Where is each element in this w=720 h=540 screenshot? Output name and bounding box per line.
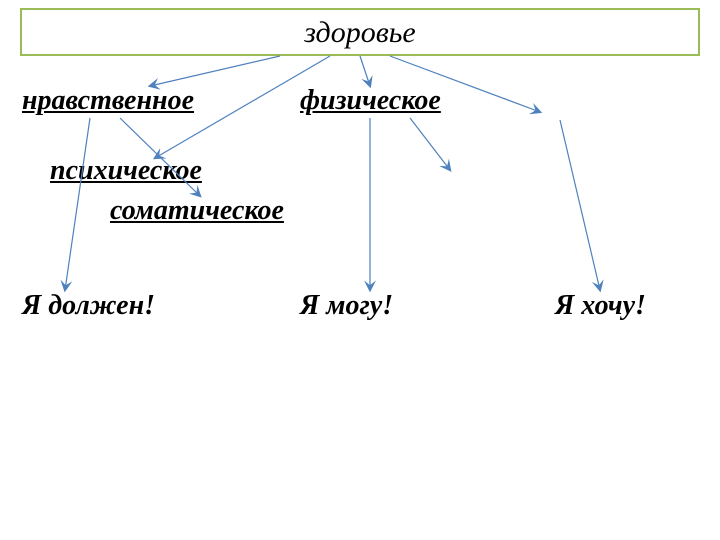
node-physical: физическое [300,85,441,117]
diagram-stage: здоровье нравственное физическое психиче… [0,0,720,540]
title-box: здоровье [20,8,700,56]
node-moral: нравственное [22,85,194,117]
node-psych: психическое [50,155,202,187]
node-must: Я должен! [22,290,155,322]
node-want: Я хочу! [555,290,646,322]
arrow-layer [0,0,720,540]
title-text: здоровье [304,16,415,50]
node-somatic: соматическое [110,195,284,227]
node-can: Я могу! [300,290,393,322]
